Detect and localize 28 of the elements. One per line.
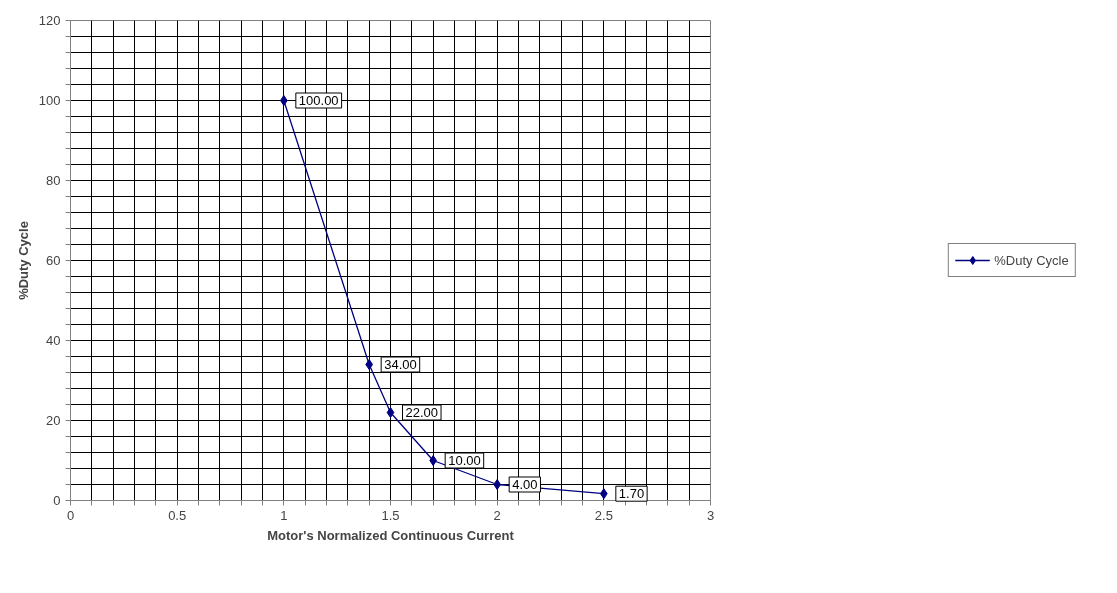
point bbox=[365, 359, 373, 370]
x-axis-title: Motor's Normalized Continuous Current bbox=[267, 527, 515, 543]
y-tick-label: 60 bbox=[46, 253, 61, 268]
y-tick-label: 120 bbox=[38, 13, 61, 28]
point bbox=[386, 407, 395, 418]
point bbox=[280, 95, 288, 106]
data-label: 4.00 bbox=[512, 477, 538, 492]
data-label: 34.00 bbox=[384, 357, 417, 372]
data-label: 10.00 bbox=[448, 453, 481, 468]
data-label: 1.70 bbox=[618, 486, 645, 502]
x-tick-label: 2.5 bbox=[594, 507, 613, 523]
point bbox=[493, 479, 501, 490]
y-tick-label: 0 bbox=[53, 493, 61, 508]
point bbox=[429, 455, 437, 466]
y-tick-label: 100 bbox=[38, 93, 61, 108]
x-tick-label: 1.5 bbox=[381, 507, 400, 523]
y-tick-label: 40 bbox=[46, 333, 61, 348]
x-tick-label: 3 bbox=[706, 507, 715, 523]
y-tick-label: 80 bbox=[46, 173, 61, 188]
y-axis-title: %Duty Cycle bbox=[15, 221, 31, 300]
x-tick-label: 0 bbox=[66, 507, 75, 523]
legend-label: %Duty Cycle bbox=[994, 252, 1069, 268]
data-label: 100.00 bbox=[298, 93, 339, 108]
y-tick-label: 20 bbox=[46, 413, 61, 428]
x-tick-label: 2 bbox=[493, 507, 501, 523]
x-tick-label: 1 bbox=[280, 507, 288, 523]
data-label: 22.00 bbox=[405, 405, 439, 420]
x-tick-label: 0.5 bbox=[168, 507, 187, 523]
